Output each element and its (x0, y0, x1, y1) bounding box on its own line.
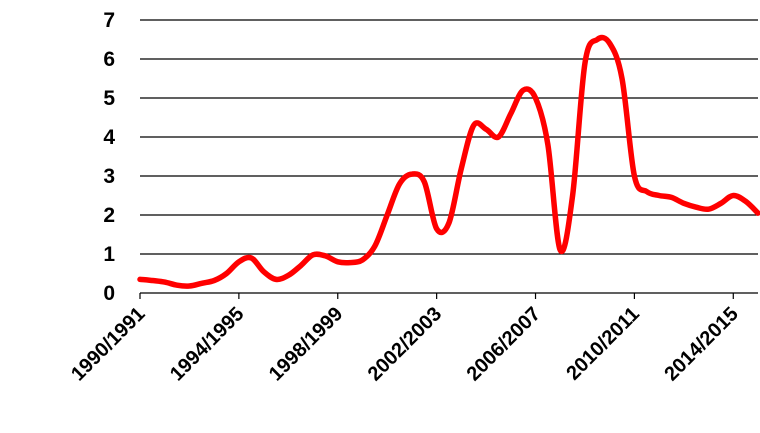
x-axis-ticks (139, 293, 734, 299)
x-tick-label: 2002/2003 (364, 303, 446, 385)
x-tick-label: 2014/2015 (660, 303, 742, 385)
y-tick-label: 3 (103, 165, 115, 188)
y-tick-label: 0 (103, 282, 115, 305)
x-tick-label: 1994/1995 (166, 303, 248, 385)
x-tick-label: 2010/2011 (562, 303, 644, 385)
x-tick-label: 1990/1991 (67, 303, 149, 385)
y-tick-label: 4 (103, 126, 115, 149)
x-tick-label: 1998/1999 (265, 303, 347, 385)
gridlines (140, 19, 758, 255)
x-tick-label: 2006/2007 (463, 303, 545, 385)
y-axis-ticks: 0 1 2 3 4 5 6 7 (103, 9, 115, 305)
series-line (137, 34, 760, 289)
x-axis-tick-labels: 1990/1991 1994/1995 1998/1999 2002/2003 2006… (67, 303, 743, 385)
y-tick-label: 1 (103, 243, 115, 266)
y-tick-label: 6 (103, 48, 115, 71)
y-tick-label: 7 (103, 9, 115, 32)
y-tick-label: 5 (103, 87, 115, 110)
y-tick-label: 2 (103, 204, 115, 227)
